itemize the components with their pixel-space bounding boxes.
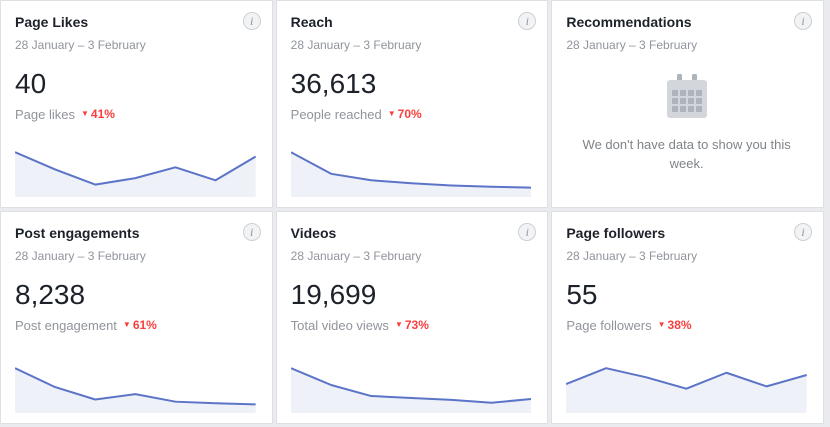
card-title: Reach — [290, 14, 333, 30]
date-range: 28 January – 3 February — [15, 37, 146, 52]
card-title: Page Likes — [15, 14, 89, 30]
info-icon[interactable]: i — [242, 12, 261, 30]
sparkline-chart — [290, 149, 532, 197]
empty-message: We don't have data to show you this week… — [582, 136, 791, 171]
card-title: Page followers — [566, 225, 666, 241]
down-triangle-icon: ▼ — [387, 109, 396, 119]
delta-value: 70% — [397, 107, 422, 122]
card-title: Post engagements — [15, 225, 140, 241]
card-title: Recommendations — [566, 14, 692, 30]
delta-value: 41% — [90, 107, 115, 122]
metric-label: Page followers — [566, 317, 652, 333]
card-videos[interactable]: i Videos 28 January – 3 February 19,699 … — [275, 211, 549, 424]
card-post-engagements[interactable]: i Post engagements 28 January – 3 Februa… — [0, 211, 273, 424]
delta-value: 73% — [404, 318, 429, 333]
date-range: 28 January – 3 February — [566, 248, 698, 263]
down-triangle-icon: ▼ — [657, 320, 666, 330]
card-page-likes[interactable]: i Page Likes 28 January – 3 February 40 … — [0, 0, 273, 208]
delta-value: 61% — [132, 318, 157, 333]
metric-row: Post engagement ▼ 61% — [15, 318, 256, 333]
delta-badge: ▼ 38% — [658, 318, 692, 332]
metric-row: Total video views ▼ 73% — [291, 318, 532, 333]
down-triangle-icon: ▼ — [394, 320, 403, 330]
metric-row: People reached ▼ 70% — [291, 107, 532, 122]
metric-row: Page likes ▼ 41% — [15, 107, 256, 122]
date-range: 28 January – 3 February — [566, 37, 698, 52]
metric-row: Page followers ▼ 38% — [566, 318, 807, 333]
metric-label: People reached — [290, 106, 382, 122]
sparkline-chart — [290, 365, 532, 413]
card-recommendations[interactable]: i Recommendations 28 January – 3 Februar… — [551, 0, 824, 208]
metric-label: Post engagement — [15, 317, 117, 333]
delta-badge: ▼ 70% — [388, 107, 422, 121]
metric-value: 55 — [566, 278, 598, 310]
card-page-followers[interactable]: i Page followers 28 January – 3 February… — [551, 211, 824, 424]
sparkline-chart — [15, 365, 256, 413]
metric-value: 19,699 — [290, 278, 377, 310]
calendar-icon — [666, 73, 707, 118]
delta-badge: ▼ 73% — [395, 318, 429, 332]
metric-value: 36,613 — [290, 67, 377, 99]
delta-badge: ▼ 61% — [123, 318, 157, 332]
info-icon[interactable]: i — [793, 223, 812, 241]
info-icon[interactable]: i — [518, 223, 537, 241]
info-icon[interactable]: i — [242, 223, 261, 241]
delta-value: 38% — [667, 318, 692, 333]
down-triangle-icon: ▼ — [80, 109, 89, 119]
metric-value: 40 — [15, 67, 47, 99]
delta-badge: ▼ 41% — [81, 107, 115, 121]
info-icon[interactable]: i — [518, 12, 537, 30]
date-range: 28 January – 3 February — [290, 37, 422, 52]
sparkline-chart — [566, 365, 807, 413]
empty-state: We don't have data to show you this week… — [566, 70, 807, 174]
date-range: 28 January – 3 February — [290, 248, 422, 263]
card-reach[interactable]: i Reach 28 January – 3 February 36,613 P… — [275, 0, 549, 208]
date-range: 28 January – 3 February — [15, 248, 146, 263]
metric-label: Page likes — [15, 106, 75, 122]
card-title: Videos — [290, 225, 337, 241]
info-icon[interactable]: i — [793, 12, 812, 30]
down-triangle-icon: ▼ — [122, 320, 131, 330]
metric-value: 8,238 — [15, 278, 86, 310]
metric-label: Total video views — [290, 317, 389, 333]
sparkline-chart — [15, 149, 256, 197]
